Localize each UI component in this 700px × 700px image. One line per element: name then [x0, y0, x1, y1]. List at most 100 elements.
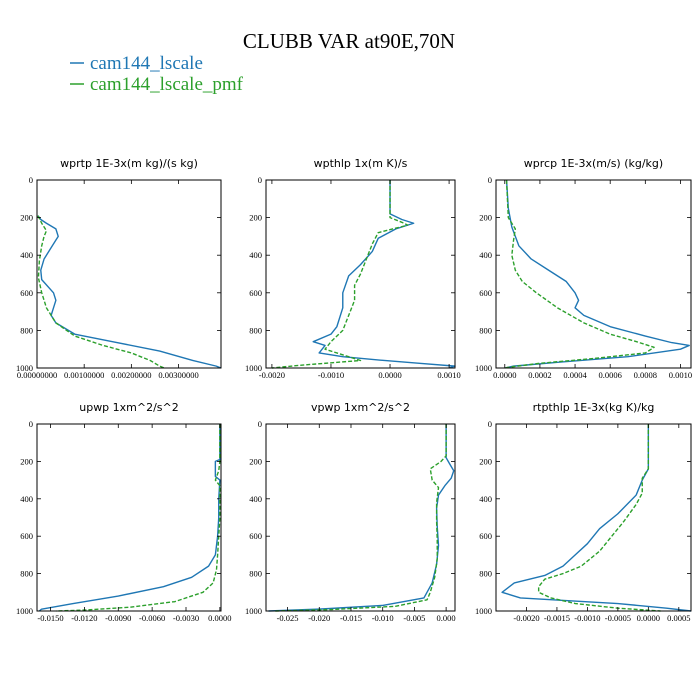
panel-2: wpthlp 1x(m K)/s 0 200 400 600 800 1000-0.0020… — [245, 157, 461, 380]
y-tick-label: 800 — [20, 569, 33, 579]
x-tick-label: 0.000 — [437, 613, 456, 623]
panel-title: vpwp 1xm^2/s^2 — [311, 401, 410, 414]
x-tick-label: -0.020 — [308, 613, 330, 623]
x-tick-label: 0.0000 — [378, 370, 401, 380]
series-line-lscale — [501, 424, 692, 612]
series-line-lscale-pmf — [274, 424, 447, 612]
x-tick-label: 0.0005 — [667, 613, 690, 623]
y-tick-label: 200 — [479, 213, 492, 223]
x-tick-label: -0.015 — [340, 613, 362, 623]
legend-label-lscale: cam144_lscale — [90, 53, 203, 74]
plot-frame — [265, 179, 456, 369]
y-tick-label: 600 — [249, 531, 262, 541]
y-tick-label: 800 — [249, 569, 262, 579]
x-tick-label: -0.0150 — [37, 613, 63, 623]
y-tick-label: 400 — [249, 250, 262, 260]
x-tick-label: -0.0020 — [259, 370, 285, 380]
y-tick-label: 0 — [258, 419, 262, 429]
x-tick-label: -0.025 — [277, 613, 299, 623]
series-line-lscale-pmf — [37, 215, 165, 369]
y-tick-label: 600 — [479, 288, 492, 298]
panels-container: wprtp 1E-3x(m kg)/(s kg) 0 200 400 600 800 100… — [16, 157, 692, 623]
series-line-lscale-pmf — [504, 179, 655, 369]
x-tick-label: 0.0000 — [493, 370, 516, 380]
y-tick-label: 600 — [249, 288, 262, 298]
x-tick-label: -0.0010 — [318, 370, 344, 380]
panel-5: vpwp 1xm^2/s^2 0 200 400 600 800 1000 -0.025 -0.… — [245, 401, 456, 623]
y-tick-label: 200 — [249, 456, 262, 466]
y-tick-label: 400 — [20, 250, 33, 260]
x-tick-label: 0.0000 — [637, 613, 660, 623]
x-tick-label: -0.0005 — [605, 613, 631, 623]
y-tick-label: 1000 — [16, 363, 33, 373]
y-tick-label: 800 — [249, 325, 262, 335]
x-tick-label: -0.0010 — [574, 613, 600, 623]
y-tick-label: 400 — [249, 494, 262, 504]
y-tick-label: 600 — [20, 531, 33, 541]
x-tick-label: 0.0010 — [669, 370, 692, 380]
y-tick-label: 600 — [20, 288, 33, 298]
x-tick-label: 0.0010 — [437, 370, 460, 380]
x-tick-label: 0.0004 — [563, 370, 587, 380]
x-tick-label: -0.0120 — [71, 613, 97, 623]
y-tick-label: 400 — [479, 494, 492, 504]
series-line-lscale — [504, 179, 690, 369]
plot-frame — [36, 423, 222, 612]
x-tick-label: 0.00000000 — [17, 370, 57, 380]
y-tick-label: 0 — [29, 419, 33, 429]
plot-frame — [36, 179, 222, 369]
x-tick-label: -0.005 — [403, 613, 425, 623]
panel-6: rtpthlp 1E-3x(kg K)/kg 0 200 400 600 800 1000 -… — [475, 401, 692, 623]
x-tick-label: -0.010 — [372, 613, 394, 623]
y-tick-label: 200 — [479, 456, 492, 466]
plot-frame — [495, 423, 692, 612]
panel-title: wpthlp 1x(m K)/s — [314, 157, 408, 170]
legend-label-lscale-pmf: cam144_lscale_pmf — [90, 74, 244, 95]
y-tick-label: 0 — [488, 175, 492, 185]
plot-frame — [495, 179, 692, 369]
x-tick-label: 0.00200000 — [111, 370, 151, 380]
y-tick-label: 400 — [20, 494, 33, 504]
y-tick-label: 800 — [479, 569, 492, 579]
x-tick-label: 0.00100000 — [64, 370, 104, 380]
panel-4: upwp 1xm^2/s^2 0 200 400 600 800 1000 -0.0150 -0… — [16, 401, 232, 623]
y-tick-label: 200 — [20, 213, 33, 223]
series-line-lscale — [312, 180, 456, 369]
panel-1: wprtp 1E-3x(m kg)/(s kg) 0 200 400 600 800 100… — [16, 157, 222, 380]
series-line-lscale-pmf — [56, 424, 221, 612]
plot-frame — [265, 423, 456, 612]
x-tick-label: 0.0006 — [599, 370, 622, 380]
series-line-lscale — [37, 215, 222, 369]
series-line-lscale-pmf — [271, 180, 409, 369]
y-tick-label: 1000 — [245, 363, 262, 373]
x-tick-label: 0.0000 — [208, 613, 231, 623]
legend: cam144_lscale cam144_lscale_pmf — [70, 53, 244, 95]
x-tick-label: 0.0008 — [634, 370, 657, 380]
y-tick-label: 1000 — [16, 606, 33, 616]
y-tick-label: 0 — [29, 175, 33, 185]
x-tick-label: -0.0020 — [513, 613, 539, 623]
panel-title: rtpthlp 1E-3x(kg K)/kg — [533, 401, 655, 414]
x-tick-label: 0.0002 — [528, 370, 551, 380]
y-tick-label: 800 — [479, 325, 492, 335]
y-tick-label: 1000 — [245, 606, 262, 616]
y-tick-label: 1000 — [475, 363, 492, 373]
x-tick-label: -0.0090 — [105, 613, 131, 623]
x-tick-label: -0.0015 — [544, 613, 570, 623]
x-tick-label: 0.00300000 — [158, 370, 198, 380]
x-tick-label: -0.0060 — [139, 613, 165, 623]
series-line-lscale-pmf — [537, 424, 661, 612]
y-tick-label: 200 — [20, 456, 33, 466]
panel-3: wprcp 1E-3x(m/s) (kg/kg) 0 200 400 600 800 100… — [475, 157, 692, 380]
series-line-lscale — [268, 424, 455, 612]
panel-title: wprtp 1E-3x(m kg)/(s kg) — [60, 157, 198, 170]
y-tick-label: 0 — [488, 419, 492, 429]
y-tick-label: 200 — [249, 213, 262, 223]
chart-title: CLUBB VAR at90E,70N — [243, 29, 455, 53]
y-tick-label: 600 — [479, 531, 492, 541]
x-tick-label: -0.0030 — [173, 613, 199, 623]
y-tick-label: 0 — [258, 175, 262, 185]
y-tick-label: 1000 — [475, 606, 492, 616]
y-tick-label: 400 — [479, 250, 492, 260]
